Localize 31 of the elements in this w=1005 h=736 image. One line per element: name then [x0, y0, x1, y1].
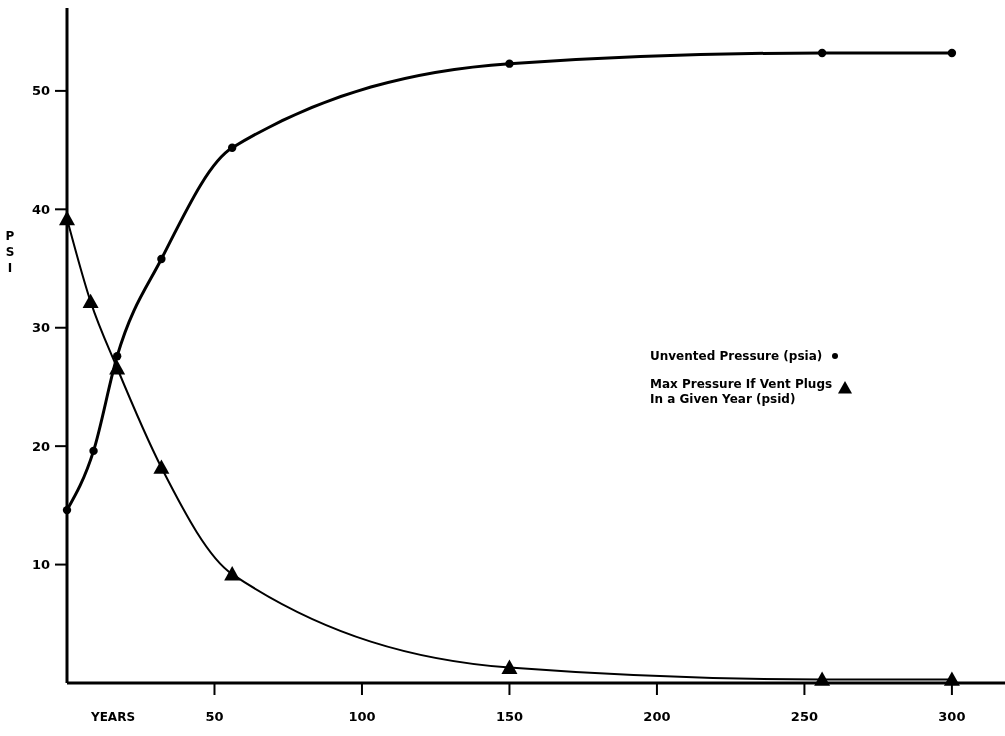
point: [505, 59, 514, 68]
point: [153, 459, 170, 474]
y-tick-label: 20: [31, 438, 50, 454]
x-tick-label: 250: [790, 709, 818, 724]
point: [501, 659, 518, 675]
point: [62, 505, 72, 515]
point: [59, 210, 75, 226]
x-tick-label: 150: [495, 709, 524, 724]
point: [943, 671, 960, 686]
point: [817, 48, 827, 58]
x-axis-title: YEARS: [89, 710, 136, 724]
point: [947, 48, 957, 58]
x-tick-label: 300: [938, 709, 966, 724]
point: [227, 143, 237, 152]
point: [224, 566, 241, 581]
y-tick-label: 10: [31, 557, 50, 573]
x-tick-label: 100: [348, 709, 376, 724]
y-tick-label: 40: [31, 201, 50, 217]
x-tick-label: 50: [205, 709, 224, 724]
point: [112, 351, 122, 361]
legend-label: Unvented Pressure (psia): [650, 349, 823, 363]
point: [89, 446, 98, 456]
x-tick-label: 200: [643, 709, 671, 724]
y-tick-label: 30: [31, 320, 50, 336]
point: [109, 360, 126, 375]
y-axis-title: PSI: [5, 229, 15, 275]
legend-label: Max Pressure If Vent Plugs In a Given Year (psid): [650, 377, 833, 406]
point: [82, 293, 99, 309]
y-tick-label: 50: [31, 83, 50, 99]
point: [814, 671, 831, 686]
point: [157, 254, 166, 264]
